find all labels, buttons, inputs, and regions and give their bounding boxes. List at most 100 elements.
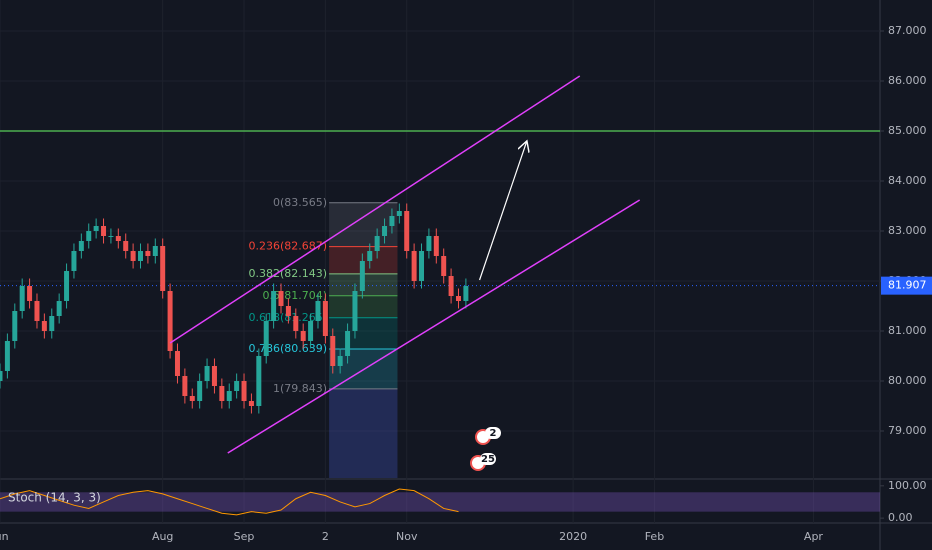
x-tick-label: 2 — [322, 530, 329, 543]
main-pane: 0(83.565)0.236(82.687)0.382(82.143)0.5(8… — [0, 75, 880, 478]
candle-body — [241, 381, 247, 401]
candle-body — [138, 251, 144, 261]
candle-body — [352, 291, 358, 331]
y-tick-label: 0.00 — [888, 511, 913, 524]
candle-body — [101, 226, 107, 236]
x-tick-label: 2020 — [559, 530, 587, 543]
indicator-line — [0, 488, 459, 516]
candle-body — [41, 321, 47, 331]
last-price-tag — [881, 276, 932, 295]
channel-line — [227, 199, 641, 454]
x-tick-label: Aug — [152, 530, 173, 543]
candle-body — [27, 286, 33, 301]
candle-body — [419, 251, 425, 281]
candle-body — [322, 301, 328, 336]
candle-body — [271, 291, 277, 321]
x-tick-label: Sep — [234, 530, 255, 543]
candle-body — [160, 246, 166, 291]
event-count: 2 — [490, 428, 497, 439]
fib-label: 0.382(82.143) — [248, 267, 327, 280]
candle-body — [34, 301, 40, 321]
fib-extension — [329, 388, 398, 478]
candle-body — [167, 291, 173, 351]
candle-body — [389, 216, 395, 226]
candle-body — [448, 276, 454, 296]
candle-body — [49, 316, 55, 331]
candle-body — [174, 351, 180, 376]
fib-label: 0.786(80.639) — [248, 342, 327, 355]
y-tick-label: 80.000 — [888, 374, 927, 387]
y-tick-label: 81.000 — [888, 324, 927, 337]
candle-body — [426, 236, 432, 251]
indicator-pane — [0, 488, 880, 516]
fib-band — [329, 202, 398, 247]
fib-band — [329, 317, 398, 350]
candle-body — [0, 371, 3, 381]
candle-body — [130, 251, 136, 261]
candle-body — [56, 301, 62, 316]
indicator-name: Stoch (14, 3, 3) — [8, 491, 101, 505]
x-tick-label: Nov — [396, 530, 418, 543]
candle-body — [86, 231, 92, 241]
candle-body — [293, 316, 299, 331]
candle-body — [396, 211, 402, 216]
candle-body — [278, 291, 284, 306]
candle-body — [300, 331, 306, 341]
candle-body — [308, 321, 314, 341]
x-tick-label: Apr — [804, 530, 824, 543]
candle-body — [441, 256, 447, 276]
event-badge — [480, 453, 496, 465]
candle-body — [93, 226, 99, 231]
arrow — [478, 142, 527, 281]
candle-body — [71, 251, 77, 271]
candle-body — [64, 271, 70, 301]
candle-body — [182, 376, 188, 396]
candle-body — [367, 251, 373, 261]
candle-body — [455, 296, 461, 301]
candle-body — [433, 236, 439, 256]
y-tick-label: 100.00 — [888, 479, 927, 492]
candle-body — [463, 286, 469, 301]
event-badge — [485, 427, 501, 439]
candle-body — [345, 331, 351, 356]
x-tick-label: Jun — [0, 530, 9, 543]
fib-label: 0.618(81.265) — [248, 311, 327, 324]
candle-body — [197, 381, 203, 401]
axes: 79.00080.00081.00082.00083.00084.00085.0… — [0, 24, 932, 543]
candle-body — [315, 301, 321, 321]
candle-body — [211, 366, 217, 386]
candle-body — [12, 311, 18, 341]
x-tick-label: Feb — [645, 530, 664, 543]
candle-body — [248, 401, 254, 406]
y-tick-label: 86.000 — [888, 74, 927, 87]
candle-body — [337, 356, 343, 366]
candle-body — [330, 336, 336, 366]
last-price-label: 81.907 — [888, 279, 927, 292]
indicator-band — [0, 492, 880, 512]
fib-band — [329, 295, 398, 318]
candle-body — [4, 341, 10, 371]
fib-label: 0.236(82.687) — [248, 240, 327, 253]
candle-body — [382, 226, 388, 236]
candle-body — [256, 356, 262, 406]
y-tick-label: 85.000 — [888, 124, 927, 137]
candle-body — [219, 386, 225, 401]
candle-body — [108, 236, 114, 237]
candle-body — [234, 381, 240, 391]
y-tick-label: 87.000 — [888, 24, 927, 37]
channel-line — [169, 75, 581, 344]
candle-body — [19, 286, 25, 311]
y-tick-label: 84.000 — [888, 174, 927, 187]
candle-body — [189, 396, 195, 401]
y-tick-label: 83.000 — [888, 224, 927, 237]
event-count: 25 — [481, 454, 495, 465]
candle-body — [152, 246, 158, 256]
candle-body — [359, 261, 365, 291]
candle-body — [204, 366, 210, 381]
fib-label: 1(79.843) — [273, 382, 327, 395]
candle-body — [263, 321, 269, 356]
candle-body — [285, 306, 291, 316]
candle-body — [411, 251, 417, 281]
